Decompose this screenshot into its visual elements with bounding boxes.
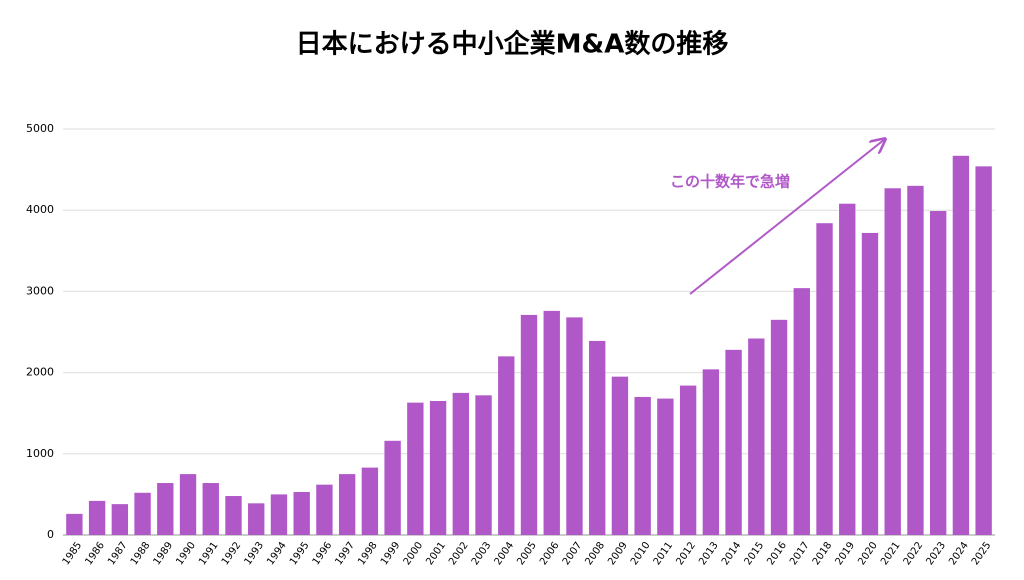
x-tick-label: 2014 xyxy=(720,540,744,567)
annotation: この十数年で急増 xyxy=(670,173,790,191)
bar xyxy=(202,483,219,535)
x-tick-label: 1992 xyxy=(220,540,244,567)
x-tick-label: 2000 xyxy=(402,540,426,567)
chart-title: 日本における中小企業M&A数の推移 xyxy=(296,29,729,60)
x-tick-label: 1993 xyxy=(243,540,267,567)
bar xyxy=(611,376,629,535)
x-tick-label: 2018 xyxy=(811,540,835,567)
bar xyxy=(725,349,742,535)
y-tick-label: 4000 xyxy=(26,203,54,216)
bar xyxy=(793,288,810,535)
x-tick-label: 2022 xyxy=(902,540,926,567)
bar xyxy=(157,483,174,535)
bar xyxy=(66,513,83,535)
bar xyxy=(907,185,924,535)
x-tick-label: 1997 xyxy=(333,540,357,567)
bar xyxy=(429,401,447,535)
x-tick-label: 1996 xyxy=(311,540,335,567)
bar xyxy=(407,402,424,535)
bar xyxy=(634,396,651,535)
x-tick-label: 1995 xyxy=(288,540,312,567)
x-tick-label: 2017 xyxy=(788,540,812,567)
bar xyxy=(475,395,492,535)
x-tick-label: 2023 xyxy=(924,540,948,567)
y-tick-label: 3000 xyxy=(26,284,54,297)
y-tick-label: 5000 xyxy=(26,122,54,135)
x-tick-label: 2019 xyxy=(834,540,858,567)
bar xyxy=(452,392,469,535)
x-tick-label: 2015 xyxy=(743,540,767,567)
x-tick-label: 2001 xyxy=(424,540,448,567)
x-tick-label: 2007 xyxy=(561,540,585,567)
x-tick-label: 2009 xyxy=(606,540,630,567)
bar xyxy=(179,474,197,535)
bar xyxy=(861,232,879,535)
x-tick-label: 2002 xyxy=(447,540,471,567)
x-tick-label: 2003 xyxy=(470,540,494,567)
x-tick-label: 2021 xyxy=(879,540,903,567)
x-tick-label: 2011 xyxy=(652,540,676,567)
x-tick-label: 2006 xyxy=(538,540,562,567)
bar xyxy=(816,223,833,535)
bar xyxy=(338,474,356,535)
x-tick-label: 2016 xyxy=(765,540,789,567)
x-tick-label: 2025 xyxy=(970,540,994,567)
bar xyxy=(770,319,788,535)
bar xyxy=(679,385,697,535)
x-tick-label: 1987 xyxy=(106,540,130,567)
bar xyxy=(952,155,970,535)
x-tick-label: 2004 xyxy=(493,540,517,567)
y-tick-label: 2000 xyxy=(26,366,54,379)
bar xyxy=(111,504,129,535)
x-tick-label: 1998 xyxy=(356,540,380,567)
trend-arrow xyxy=(689,139,885,295)
x-tick-label: 1990 xyxy=(174,540,198,567)
bar xyxy=(316,484,333,535)
bar xyxy=(134,492,151,535)
x-tick-label: 2024 xyxy=(947,540,971,567)
x-tick-label: 2008 xyxy=(584,540,608,567)
y-tick-label: 0 xyxy=(47,528,54,541)
x-tick-label: 1989 xyxy=(152,540,176,567)
x-tick-label: 2013 xyxy=(697,540,721,567)
x-tick-label: 1991 xyxy=(197,540,221,567)
bar xyxy=(361,467,379,535)
x-tick-label: 2005 xyxy=(515,540,539,567)
x-tick-label: 1994 xyxy=(265,540,289,567)
bar xyxy=(543,310,560,535)
x-tick-label: 2010 xyxy=(629,540,653,567)
bar xyxy=(248,503,265,535)
bar xyxy=(748,338,765,535)
bar xyxy=(498,356,515,535)
bar xyxy=(589,340,606,535)
bar xyxy=(520,314,538,535)
bar xyxy=(702,369,720,535)
x-tick-label: 2012 xyxy=(674,540,698,567)
bar xyxy=(384,440,401,535)
x-tick-label: 1985 xyxy=(61,540,85,567)
x-tick-label: 1988 xyxy=(129,540,153,567)
bar xyxy=(270,494,288,535)
x-tick-label: 2020 xyxy=(856,540,880,567)
y-tick-label: 1000 xyxy=(26,447,54,460)
bar xyxy=(975,166,992,536)
bar xyxy=(566,317,583,535)
bar xyxy=(657,398,674,535)
x-tick-label: 1999 xyxy=(379,540,403,567)
x-tick-label: 1986 xyxy=(83,540,107,567)
bar xyxy=(884,188,901,535)
bar xyxy=(839,203,856,536)
bar xyxy=(225,496,242,535)
bar xyxy=(88,500,106,535)
bar xyxy=(929,211,947,535)
bar xyxy=(293,491,310,535)
